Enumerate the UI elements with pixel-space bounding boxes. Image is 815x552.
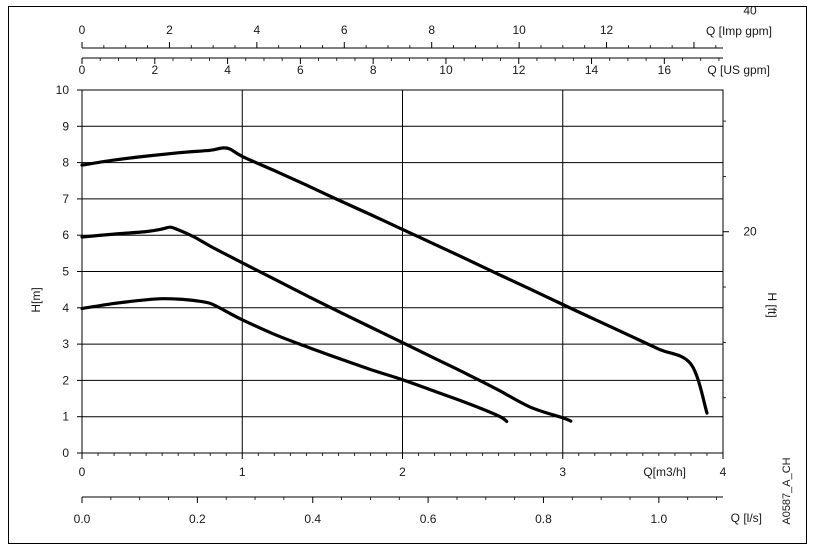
- right-tick-label: 20: [743, 225, 757, 239]
- secondary-tick-label: 4: [224, 63, 231, 77]
- y-tick-label: 5: [62, 265, 69, 279]
- x-tick-label: 2: [399, 465, 406, 479]
- secondary-tick-label: 16: [658, 63, 672, 77]
- top-axis-imp-gpm: 0 2 4 6 8 10 12: [79, 23, 723, 49]
- secondary-tick-label: 0.4: [304, 512, 321, 526]
- y-tick-label: 1: [62, 410, 69, 424]
- secondary-tick-label: 10: [439, 63, 453, 77]
- pump-curve-line: [80, 225, 573, 423]
- secondary-tick-label: 10: [512, 23, 526, 37]
- secondary-tick-label: 14: [585, 63, 599, 77]
- bottom-axis-ls: 0.0 0.2 0.4 0.6 0.8 1.0: [74, 496, 723, 526]
- secondary-tick-label: 0: [79, 23, 86, 37]
- x-tick-label: 3: [559, 465, 566, 479]
- y-tick-label: 3: [62, 337, 69, 351]
- secondary-tick-label: 8: [428, 23, 435, 37]
- secondary-tick-label: 12: [600, 23, 614, 37]
- x-tick-label: 1: [239, 465, 246, 479]
- top-axis-us-gpm-title: Q [US gpm]: [707, 63, 770, 77]
- left-axis: 0 1 2 3 4 5 6 7 8 9 10: [56, 83, 82, 460]
- y-tick-label: 4: [62, 301, 69, 315]
- y-axis-title: H[m]: [29, 287, 43, 312]
- y-tick-label: 6: [62, 228, 69, 242]
- secondary-tick-label: 4: [254, 23, 261, 37]
- right-axis: 20406080100120: [723, 3, 757, 399]
- right-axis-title: H [ft]: [765, 292, 779, 317]
- y-tick-label: 8: [62, 156, 69, 170]
- x-tick-label: 0: [79, 465, 86, 479]
- right-tick-label: 40: [743, 3, 757, 17]
- y-tick-label: 10: [56, 83, 70, 97]
- outer-frame: [8, 6, 807, 544]
- top-axis-us-gpm: 0 2 4 6 8 10 12 14 16: [79, 57, 723, 77]
- y-tick-label: 7: [62, 192, 69, 206]
- pump-curve-line: [80, 146, 709, 415]
- drawing-code-label: A0587_A_CH: [781, 457, 793, 524]
- secondary-tick-label: 0.2: [189, 512, 206, 526]
- gridlines: [81, 89, 724, 454]
- secondary-tick-label: 12: [512, 63, 526, 77]
- secondary-tick-label: 0.6: [420, 512, 437, 526]
- secondary-tick-label: 0.0: [74, 512, 91, 526]
- curves: [80, 146, 709, 423]
- bottom-axis: 0 1 2 3 4: [79, 453, 727, 479]
- y-tick-label: 0: [62, 446, 69, 460]
- secondary-tick-label: 6: [341, 23, 348, 37]
- secondary-tick-label: 0.8: [535, 512, 552, 526]
- secondary-tick-label: 2: [151, 63, 158, 77]
- top-axis-imp-gpm-title: Q [Imp gpm]: [706, 24, 772, 38]
- secondary-tick-label: 8: [370, 63, 377, 77]
- bottom-axis-ls-title: Q [l/s]: [731, 511, 762, 525]
- secondary-tick-label: 1.0: [651, 512, 668, 526]
- y-tick-label: 2: [62, 373, 69, 387]
- x-tick-label: 4: [720, 465, 727, 479]
- secondary-tick-label: 0: [79, 63, 86, 77]
- secondary-tick-label: 6: [297, 63, 304, 77]
- secondary-tick-label: 2: [166, 23, 173, 37]
- x-axis-title: Q[m3/h]: [643, 465, 686, 479]
- pump-curve-line: [80, 297, 509, 423]
- y-tick-label: 9: [62, 119, 69, 133]
